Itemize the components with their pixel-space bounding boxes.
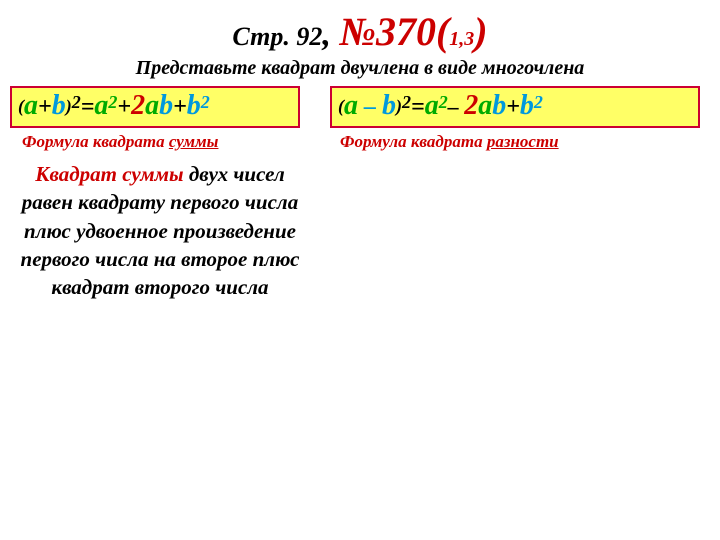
formula-sum-box: (a+b)2=a2+2ab+b2 — [10, 86, 300, 128]
comma: , — [322, 16, 339, 53]
header: Стр. 92, №370(1,3) — [10, 8, 710, 55]
subtitle: Представьте квадрат двучлена в виде мног… — [10, 57, 710, 80]
formulas-row: (a+b)2=a2+2ab+b2 (a – b)2=a2– 2ab+b2 — [10, 86, 710, 128]
problem-sub: 1,3 — [449, 28, 474, 50]
page-prefix: Стр. 92 — [232, 22, 322, 51]
caption-diff: Формула квадрата разности — [330, 132, 559, 152]
problem-close: ) — [474, 9, 487, 54]
description-text: Квадрат суммы двух чисел равен квадрату … — [10, 160, 310, 302]
page-reference: Стр. 92, №370(1,3) — [10, 8, 710, 55]
problem-number: №370( — [339, 9, 449, 54]
caption-sum: Формула квадрата суммы — [10, 132, 330, 152]
captions-row: Формула квадрата суммы Формула квадрата … — [10, 132, 710, 152]
formula-diff-box: (a – b)2=a2– 2ab+b2 — [330, 86, 700, 128]
description-highlight: Квадрат суммы — [35, 162, 183, 186]
